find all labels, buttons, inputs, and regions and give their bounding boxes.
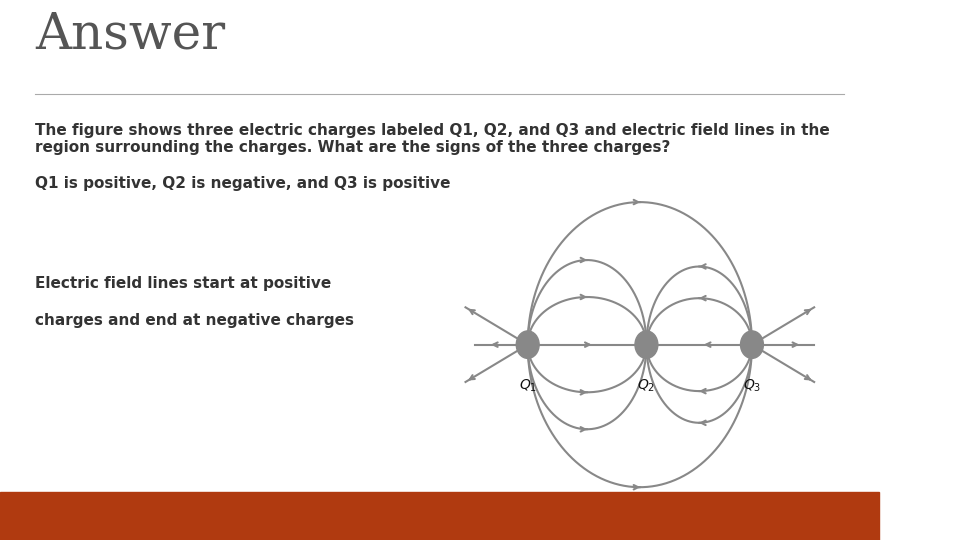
Ellipse shape [740,331,763,359]
Text: $Q_2$: $Q_2$ [637,377,656,394]
Text: Q1 is positive, Q2 is negative, and Q3 is positive: Q1 is positive, Q2 is negative, and Q3 i… [36,176,450,191]
Text: The figure shows three electric charges labeled Q1, Q2, and Q3 and electric fiel: The figure shows three electric charges … [36,123,830,156]
Text: charges and end at negative charges: charges and end at negative charges [36,313,354,328]
Text: Answer: Answer [36,10,226,59]
Text: $Q_3$: $Q_3$ [743,377,761,394]
Ellipse shape [516,331,540,359]
Text: $Q_1$: $Q_1$ [518,377,537,394]
Bar [0,492,879,540]
Ellipse shape [635,331,658,359]
Text: Electric field lines start at positive: Electric field lines start at positive [36,276,331,291]
